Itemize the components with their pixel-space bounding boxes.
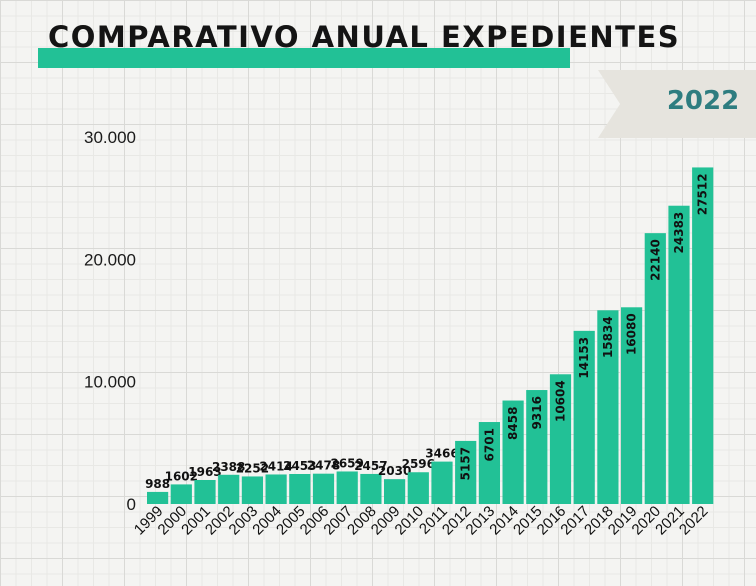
bar-2018 bbox=[597, 310, 619, 504]
bar-2014 bbox=[502, 400, 524, 504]
data-label: 8458 bbox=[506, 407, 520, 440]
bar-2002 bbox=[218, 474, 240, 504]
data-label: 2453 bbox=[283, 459, 316, 473]
y-tick-label: 0 bbox=[127, 495, 136, 514]
bar-2008 bbox=[360, 473, 382, 504]
data-label: 15834 bbox=[601, 316, 615, 358]
data-label: 9316 bbox=[530, 396, 544, 429]
data-label: 2030 bbox=[378, 464, 411, 478]
bar-1999 bbox=[147, 491, 169, 504]
bar-2021 bbox=[668, 205, 690, 504]
data-label: 1602 bbox=[165, 469, 198, 483]
data-label: 6701 bbox=[482, 428, 496, 461]
bar-2000 bbox=[170, 484, 192, 504]
bar-2007 bbox=[336, 471, 358, 504]
bar-2022 bbox=[692, 167, 714, 505]
data-label: 2388 bbox=[212, 460, 245, 474]
data-label: 14153 bbox=[577, 337, 591, 379]
title-underline-bar bbox=[38, 48, 570, 68]
year-badge: 2022 bbox=[666, 86, 740, 116]
bar-2004 bbox=[265, 474, 287, 504]
data-label: 24383 bbox=[672, 212, 686, 254]
y-tick-label: 10.000 bbox=[84, 373, 136, 392]
data-label: 2659 bbox=[330, 456, 363, 470]
bar-2001 bbox=[194, 479, 216, 504]
data-label: 27512 bbox=[696, 173, 710, 215]
bar-2006 bbox=[312, 473, 335, 504]
bar-2010 bbox=[407, 472, 429, 504]
bar-2013 bbox=[478, 422, 500, 504]
y-tick-label: 20.000 bbox=[84, 250, 136, 269]
bar-2009 bbox=[384, 479, 406, 504]
data-label: 16080 bbox=[625, 313, 639, 355]
bar-2005 bbox=[289, 473, 311, 504]
data-label: 2457 bbox=[354, 459, 387, 473]
bar-2012 bbox=[455, 440, 477, 504]
data-label: 5157 bbox=[459, 447, 473, 480]
x-tick-label: 2022 bbox=[676, 503, 712, 539]
bar-2019 bbox=[621, 307, 643, 504]
data-label: 2414 bbox=[259, 459, 292, 473]
data-label: 10604 bbox=[554, 380, 568, 422]
bar-2017 bbox=[573, 330, 595, 504]
bar-2020 bbox=[644, 233, 666, 505]
data-label: 22140 bbox=[648, 239, 662, 281]
bar-2015 bbox=[526, 390, 548, 504]
data-label: 2478 bbox=[307, 459, 340, 473]
bar-2016 bbox=[549, 374, 572, 504]
bar-2011 bbox=[431, 461, 453, 504]
chart-title: COMPARATIVO ANUAL EXPEDIENTES bbox=[48, 20, 681, 54]
data-label: 2252 bbox=[236, 461, 269, 475]
year-ribbon bbox=[598, 70, 756, 138]
data-label: 988 bbox=[145, 477, 170, 491]
data-label: 1963 bbox=[188, 465, 221, 479]
data-label: 2596 bbox=[402, 457, 435, 471]
data-label: 3466 bbox=[425, 447, 458, 461]
bar-2003 bbox=[241, 476, 263, 504]
y-tick-label: 30.000 bbox=[84, 128, 136, 147]
